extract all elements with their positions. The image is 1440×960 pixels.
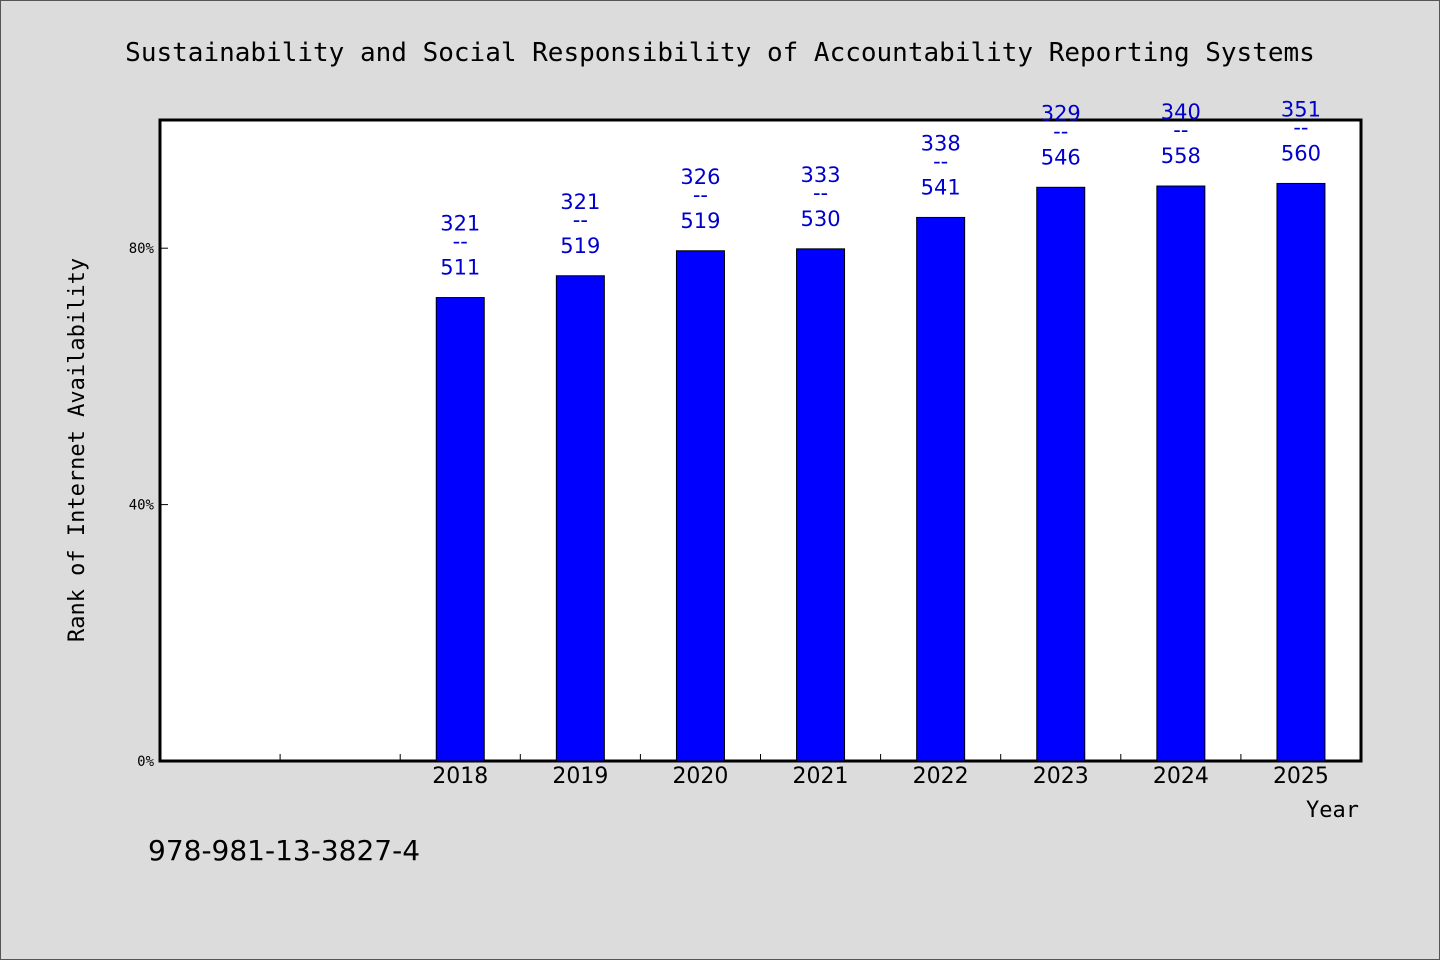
- data-label-sep: --: [1293, 115, 1308, 139]
- bar-2022: [916, 216, 966, 762]
- data-label-sep: --: [933, 149, 948, 173]
- data-label-bottom: 519: [560, 234, 600, 258]
- x-axis-label: Year: [1306, 798, 1359, 823]
- chart-title: Sustainability and Social Responsibility…: [125, 38, 1315, 68]
- y-tick-label: 40%: [129, 498, 155, 514]
- y-tick-label: 80%: [129, 241, 155, 257]
- data-label-bottom: 546: [1041, 145, 1081, 169]
- bar-2018: [435, 297, 485, 762]
- data-label-top: 326: [680, 165, 720, 189]
- x-tick-label: 2020: [672, 764, 728, 789]
- x-tick-label: 2023: [1033, 764, 1089, 789]
- data-label-bottom: 558: [1161, 144, 1201, 168]
- data-label-sep: --: [573, 208, 588, 232]
- y-tick-label: 0%: [137, 754, 154, 770]
- data-label-bottom: 519: [680, 209, 720, 233]
- data-label-sep: --: [813, 181, 828, 205]
- x-tick-label: 2024: [1153, 764, 1209, 789]
- y-axis: 0% 40% 80%: [129, 241, 168, 770]
- bar-2023: [1036, 186, 1086, 762]
- isbn-text: 978-981-13-3827-4: [148, 834, 421, 867]
- data-label-top: 329: [1041, 101, 1081, 125]
- x-tick-label: 2022: [913, 764, 969, 789]
- data-label-top: 351: [1281, 97, 1321, 121]
- bar-2024: [1156, 185, 1206, 762]
- x-tick-label: 2021: [793, 764, 849, 789]
- data-label-top: 333: [801, 163, 841, 187]
- data-label-bottom: 541: [921, 175, 961, 199]
- data-label-bottom: 560: [1281, 141, 1321, 165]
- data-label-top: 321: [440, 212, 480, 236]
- x-tick-label: 2025: [1273, 764, 1329, 789]
- x-tick-label: 2018: [432, 764, 488, 789]
- bar-2025: [1276, 182, 1326, 762]
- x-tick-label: 2019: [552, 764, 608, 789]
- bar-2020: [675, 250, 725, 762]
- data-label-bottom: 511: [440, 256, 480, 280]
- x-axis: 2018 2019 2020 2021 2022 2023 2024 2025: [279, 754, 1329, 789]
- data-label-sep: --: [453, 230, 468, 254]
- bar-2019: [555, 275, 605, 762]
- data-label-top: 338: [921, 131, 961, 155]
- data-label-sep: --: [1173, 118, 1188, 142]
- bars-group: 321--511321--519326--519333--530338--541…: [435, 97, 1326, 762]
- data-label-top: 321: [560, 190, 600, 214]
- bar-2021: [796, 248, 846, 762]
- data-label-sep: --: [1053, 119, 1068, 143]
- data-label-sep: --: [693, 183, 708, 207]
- y-axis-label: Rank of Internet Availability: [65, 258, 90, 642]
- data-label-top: 340: [1161, 100, 1201, 124]
- data-label-bottom: 530: [801, 207, 841, 231]
